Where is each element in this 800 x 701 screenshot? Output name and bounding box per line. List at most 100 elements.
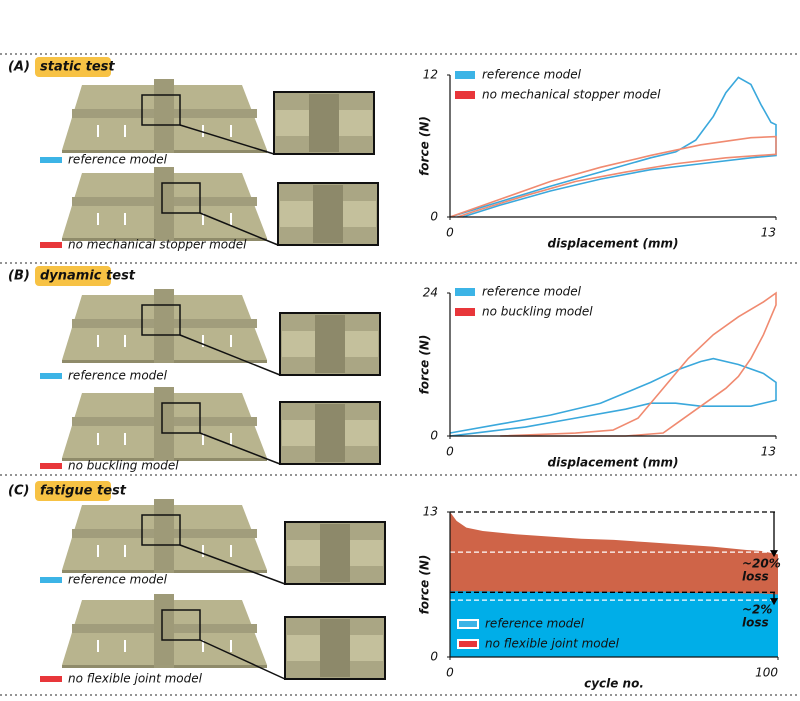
inset-spine bbox=[315, 404, 345, 462]
series-line bbox=[449, 357, 777, 437]
model-label: reference model bbox=[68, 153, 168, 167]
y-tick-label: 0 bbox=[430, 429, 438, 443]
slit bbox=[97, 213, 99, 225]
panel-label: (A) bbox=[8, 60, 30, 75]
slit bbox=[124, 213, 126, 225]
zoom-line bbox=[199, 432, 281, 465]
legend-label: no mechanical stopper model bbox=[482, 88, 661, 102]
slit bbox=[230, 433, 232, 445]
slit bbox=[230, 640, 232, 652]
annotation: ~2% bbox=[742, 603, 772, 617]
panel-label: (B) bbox=[8, 269, 30, 284]
legend-swatch bbox=[455, 308, 475, 316]
panel-title: static test bbox=[40, 60, 115, 75]
annotation: loss bbox=[742, 616, 769, 630]
zoom-line bbox=[179, 544, 286, 585]
series-line bbox=[500, 291, 777, 437]
model-render bbox=[62, 594, 386, 680]
slit bbox=[124, 335, 126, 347]
inset-spine bbox=[320, 619, 350, 677]
zoom-box bbox=[141, 94, 181, 126]
panel-title: fatigue test bbox=[40, 484, 127, 499]
model-swatch bbox=[40, 463, 62, 469]
slit bbox=[202, 640, 204, 652]
separators bbox=[0, 53, 800, 696]
zoom-box bbox=[161, 402, 201, 434]
slit bbox=[97, 640, 99, 652]
model-label: reference model bbox=[68, 369, 168, 383]
inset-spine bbox=[320, 524, 350, 582]
legend-swatch bbox=[455, 71, 475, 79]
y-axis-label: force (N) bbox=[418, 116, 432, 176]
x-tick-label: 0 bbox=[446, 445, 454, 459]
model-label: reference model bbox=[68, 573, 168, 587]
x-axis-label: cycle no. bbox=[584, 677, 644, 691]
slit bbox=[202, 213, 204, 225]
legend-swatch bbox=[457, 639, 479, 649]
series-line bbox=[449, 76, 777, 218]
panel-label: (C) bbox=[8, 484, 29, 499]
zoom-box bbox=[161, 609, 201, 641]
zoom-line bbox=[179, 124, 275, 155]
title-highlight bbox=[35, 481, 111, 501]
inset-spine bbox=[315, 315, 345, 373]
model-render bbox=[62, 289, 381, 376]
arrow-head bbox=[770, 598, 778, 606]
slit bbox=[124, 433, 126, 445]
model-swatch bbox=[40, 676, 62, 682]
spine bbox=[154, 594, 174, 668]
slit bbox=[202, 545, 204, 557]
zoom-box bbox=[141, 304, 181, 336]
model-label: no buckling model bbox=[68, 459, 179, 473]
zoom-box bbox=[141, 514, 181, 546]
legend-label: no buckling model bbox=[482, 305, 593, 319]
y-tick-label: 13 bbox=[423, 505, 438, 519]
y-tick-label: 0 bbox=[430, 650, 438, 664]
zoom-box bbox=[161, 182, 201, 214]
spine bbox=[154, 499, 174, 573]
model-swatch bbox=[40, 373, 62, 379]
model-swatch bbox=[40, 157, 62, 163]
model-label: no flexible joint model bbox=[68, 672, 203, 686]
arrow-head bbox=[770, 550, 778, 558]
slit bbox=[97, 125, 99, 137]
legend-label: reference model bbox=[482, 285, 582, 299]
annotation: ~20% bbox=[742, 557, 781, 571]
panel-title: dynamic test bbox=[40, 269, 136, 284]
model-swatch bbox=[40, 577, 62, 583]
y-tick-label: 12 bbox=[423, 68, 438, 82]
inset-spine bbox=[309, 94, 339, 152]
slit bbox=[97, 545, 99, 557]
slit bbox=[124, 125, 126, 137]
area bbox=[450, 591, 778, 657]
x-tick-label: 0 bbox=[446, 226, 454, 240]
y-axis-label: force (N) bbox=[418, 555, 432, 615]
slit bbox=[202, 125, 204, 137]
legend-label: reference model bbox=[485, 617, 585, 631]
slit bbox=[124, 545, 126, 557]
x-tick-label: 13 bbox=[761, 445, 776, 459]
slit bbox=[97, 433, 99, 445]
x-axis-label: displacement (mm) bbox=[548, 237, 679, 251]
x-tick-label: 0 bbox=[446, 666, 454, 680]
spine bbox=[154, 387, 174, 461]
model-swatch bbox=[40, 242, 62, 248]
legend-swatch bbox=[455, 288, 475, 296]
y-axis-label: force (N) bbox=[418, 335, 432, 395]
spine bbox=[154, 289, 174, 363]
legend-label: reference model bbox=[482, 68, 582, 82]
model-label: no mechanical stopper model bbox=[68, 238, 247, 252]
legend-swatch bbox=[457, 619, 479, 629]
slit bbox=[97, 335, 99, 347]
slit bbox=[230, 335, 232, 347]
zoom-line bbox=[199, 639, 286, 680]
model-render bbox=[62, 79, 375, 155]
series-line bbox=[449, 135, 777, 218]
slit bbox=[230, 125, 232, 137]
zoom-line bbox=[179, 334, 281, 376]
slit bbox=[230, 545, 232, 557]
inset-spine bbox=[313, 185, 343, 243]
y-tick-label: 24 bbox=[423, 286, 438, 300]
x-tick-label: 100 bbox=[755, 666, 778, 680]
